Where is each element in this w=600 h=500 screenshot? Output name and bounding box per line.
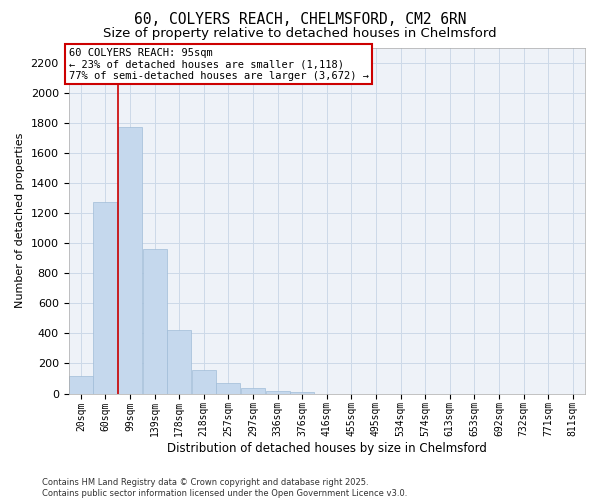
Y-axis label: Number of detached properties: Number of detached properties bbox=[15, 133, 25, 308]
Text: Size of property relative to detached houses in Chelmsford: Size of property relative to detached ho… bbox=[103, 28, 497, 40]
Bar bbox=[241, 388, 265, 394]
Bar bbox=[266, 390, 290, 394]
Bar bbox=[290, 392, 314, 394]
Bar bbox=[118, 127, 142, 394]
Text: 60 COLYERS REACH: 95sqm
← 23% of detached houses are smaller (1,118)
77% of semi: 60 COLYERS REACH: 95sqm ← 23% of detache… bbox=[68, 48, 368, 80]
Bar bbox=[167, 330, 191, 394]
Bar bbox=[217, 383, 241, 394]
Bar bbox=[192, 370, 216, 394]
Bar bbox=[143, 249, 167, 394]
Text: Contains HM Land Registry data © Crown copyright and database right 2025.
Contai: Contains HM Land Registry data © Crown c… bbox=[42, 478, 407, 498]
X-axis label: Distribution of detached houses by size in Chelmsford: Distribution of detached houses by size … bbox=[167, 442, 487, 455]
Text: 60, COLYERS REACH, CHELMSFORD, CM2 6RN: 60, COLYERS REACH, CHELMSFORD, CM2 6RN bbox=[134, 12, 466, 28]
Bar bbox=[94, 202, 118, 394]
Bar bbox=[69, 376, 93, 394]
